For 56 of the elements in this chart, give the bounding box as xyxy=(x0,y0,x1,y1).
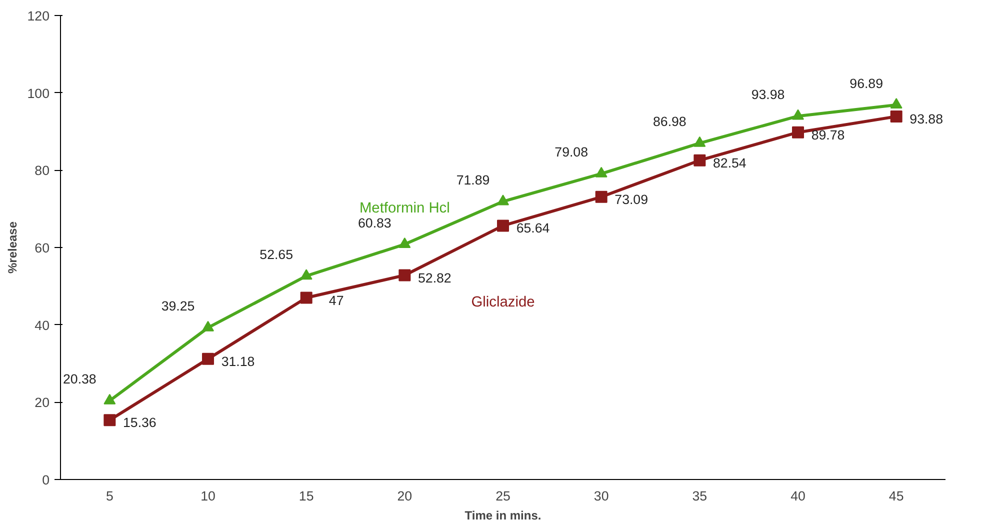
x-tick-label: 25 xyxy=(496,488,510,504)
point xyxy=(595,190,608,203)
data-label: 39.25 xyxy=(161,298,195,314)
y-axis-title: %release xyxy=(5,221,20,274)
point xyxy=(890,98,902,109)
point xyxy=(497,194,509,206)
x-tick-label: 40 xyxy=(790,488,806,504)
point xyxy=(694,154,706,166)
point xyxy=(300,292,312,304)
text: Gliclazide xyxy=(471,294,535,311)
data-label: 89.78 xyxy=(811,127,845,142)
x-tick-label: 45 xyxy=(888,488,904,504)
data-label: 93.88 xyxy=(910,111,944,126)
point xyxy=(694,136,706,147)
x-axis-title: Time in mins. xyxy=(464,508,542,522)
data-label: 60.83 xyxy=(358,215,392,230)
x-tick-label: 5 xyxy=(106,488,114,504)
x-tick-label: 20 xyxy=(397,488,412,504)
data-label: 47 xyxy=(328,292,344,308)
data-label: 20.38 xyxy=(62,372,96,387)
data-label: 71.89 xyxy=(456,172,490,188)
point xyxy=(497,220,509,232)
series-label: Metformin Hcl xyxy=(359,200,450,216)
data-label: 15.36 xyxy=(122,415,156,430)
y-tick-label: 120 xyxy=(27,8,50,24)
point xyxy=(792,126,804,138)
data-label: 79.08 xyxy=(554,144,588,160)
y-tick-label: 40 xyxy=(34,318,50,333)
y-tick-label: 0 xyxy=(42,472,50,488)
point xyxy=(104,394,116,404)
point xyxy=(300,269,312,280)
y-tick-label: 100 xyxy=(27,86,50,101)
point xyxy=(398,237,411,248)
data-label: 82.54 xyxy=(712,155,747,170)
data-label: 96.89 xyxy=(850,76,884,91)
point xyxy=(595,166,608,178)
data-label: 86.98 xyxy=(652,114,686,130)
point xyxy=(202,320,214,332)
x-tick-label: 35 xyxy=(692,488,708,504)
point xyxy=(202,352,214,365)
point xyxy=(792,109,804,120)
data-label: 52.82 xyxy=(418,270,452,286)
data-label: 93.98 xyxy=(751,87,785,102)
y-tick-label: 20 xyxy=(34,395,50,410)
point xyxy=(890,110,902,122)
x-tick-label: 10 xyxy=(200,488,216,504)
data-label: 31.18 xyxy=(221,354,255,369)
y-tick-label: 80 xyxy=(34,163,50,178)
data-label: 52.65 xyxy=(260,246,294,262)
x-tick-label: 30 xyxy=(594,488,609,504)
point xyxy=(104,414,116,426)
data-label: 73.09 xyxy=(614,192,648,207)
x-tick-label: 15 xyxy=(298,488,314,504)
point xyxy=(398,269,411,282)
y-tick-label: 60 xyxy=(34,240,50,256)
data-label: 65.64 xyxy=(516,220,550,236)
